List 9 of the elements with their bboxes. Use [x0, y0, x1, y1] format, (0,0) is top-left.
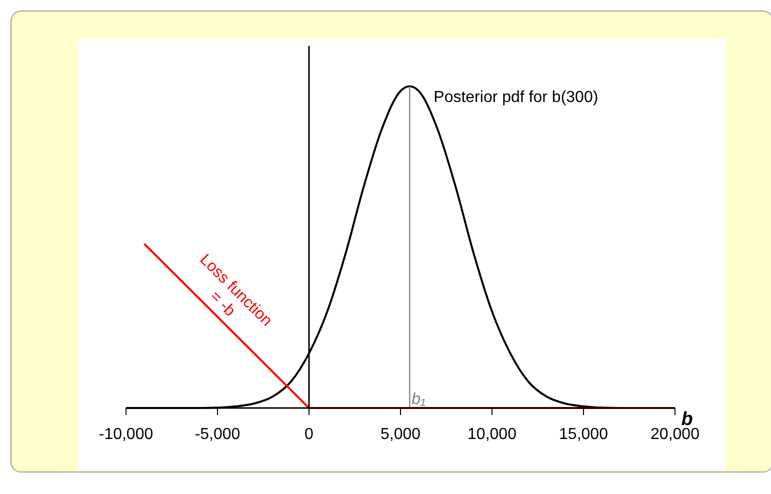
x-tick-label: 5,000 [380, 426, 421, 443]
x-tick-label: 20,000 [650, 426, 700, 443]
x-tick-label: -5,000 [194, 426, 240, 443]
x-tick-label: 15,000 [559, 426, 608, 443]
series-label: b₁ [412, 391, 426, 408]
x-tick-label: 0 [304, 426, 314, 443]
x-tick-label: 10,000 [468, 426, 517, 443]
x-tick-label: -10,000 [98, 426, 154, 443]
series-label: Posterior pdf for b(300) [434, 89, 598, 106]
